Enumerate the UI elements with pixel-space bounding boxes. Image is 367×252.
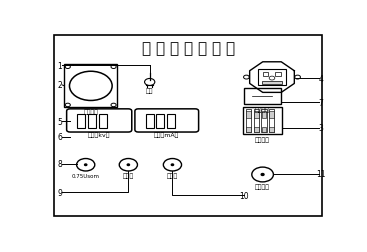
Text: 9: 9 (57, 188, 62, 197)
Bar (246, 111, 251, 118)
FancyBboxPatch shape (167, 115, 175, 128)
Text: 电压调节: 电压调节 (255, 183, 270, 189)
Text: 5: 5 (57, 117, 62, 126)
Bar (269, 111, 274, 118)
FancyBboxPatch shape (156, 115, 164, 128)
Text: 7: 7 (319, 99, 324, 108)
Bar (269, 128, 274, 132)
FancyBboxPatch shape (135, 109, 199, 133)
FancyBboxPatch shape (77, 115, 86, 128)
Text: 高压通: 高压通 (123, 173, 134, 178)
Text: 高压断: 高压断 (167, 173, 178, 178)
Bar (254, 109, 259, 133)
Text: 10: 10 (239, 191, 248, 200)
FancyBboxPatch shape (64, 65, 117, 108)
Text: 指光: 指光 (146, 88, 153, 94)
Bar (246, 128, 251, 132)
Bar (269, 109, 274, 133)
FancyBboxPatch shape (88, 115, 96, 128)
Text: 电流（mA）: 电流（mA） (154, 132, 179, 137)
Bar (262, 128, 266, 132)
Text: 1: 1 (57, 62, 62, 71)
Text: 过压整定: 过压整定 (255, 136, 270, 142)
Text: 3: 3 (319, 124, 324, 133)
Bar (254, 111, 259, 118)
Bar (258, 70, 286, 86)
Text: 电压（kv）: 电压（kv） (88, 132, 110, 137)
Circle shape (84, 164, 87, 166)
Bar (246, 109, 251, 133)
Text: 2: 2 (57, 81, 62, 90)
Bar (275, 73, 280, 77)
Bar (263, 73, 268, 77)
Text: 直 流 高 压 发 生 器: 直 流 高 压 发 生 器 (142, 41, 235, 56)
Bar (262, 111, 266, 118)
Text: 中频振荡: 中频振荡 (83, 109, 98, 114)
Circle shape (261, 174, 264, 176)
FancyBboxPatch shape (67, 109, 132, 133)
Bar (254, 128, 259, 132)
Circle shape (127, 164, 130, 166)
Text: 4: 4 (319, 75, 324, 84)
Bar (262, 82, 282, 85)
Text: 8: 8 (57, 160, 62, 169)
FancyBboxPatch shape (99, 115, 107, 128)
Text: 6: 6 (57, 133, 62, 142)
FancyBboxPatch shape (146, 115, 154, 128)
Bar (261, 109, 266, 133)
Circle shape (171, 164, 174, 166)
Text: 电源滤波: 电源滤波 (255, 107, 269, 113)
Text: 11: 11 (316, 170, 326, 179)
FancyBboxPatch shape (54, 36, 322, 216)
Bar (244, 88, 280, 105)
Bar (243, 108, 282, 134)
Text: 0.75Usom: 0.75Usom (72, 173, 100, 178)
